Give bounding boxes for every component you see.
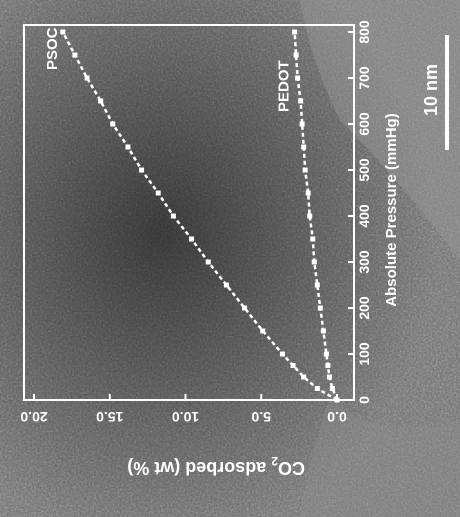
psoc-data-point (155, 190, 161, 196)
psoc-data-point (139, 167, 145, 173)
psoc-data-point (290, 363, 296, 368)
pedot-data-point (317, 305, 323, 311)
psoc-data-point (60, 29, 66, 35)
x-tick-label: 600 (356, 112, 372, 136)
pedot-data-point (310, 236, 316, 242)
psoc-data-point (189, 236, 195, 242)
labels-layer: 0 100 200 300 400 500 600 700 800 0.0 5.0 10.0 15.0 2… (20, 20, 372, 425)
pedot-series-label: PEDOT (276, 60, 293, 112)
pedot-data-point (326, 374, 332, 380)
pedot-data-point (320, 328, 326, 334)
scale-bar-label: 10 nm (421, 64, 441, 116)
y-tick-label: 20.0 (20, 409, 47, 425)
x-tick-label: 0 (356, 396, 372, 404)
psoc-series-label: PSOC (44, 27, 61, 70)
x-tick-label: 800 (356, 20, 372, 44)
pedot-data-point (292, 29, 298, 35)
x-tick-label: 400 (356, 204, 372, 228)
plot-frame (23, 24, 355, 401)
pedot-data-point (305, 190, 311, 196)
series-layer (60, 29, 340, 403)
psoc-data-point (72, 52, 78, 58)
micrograph-light-region-lower (300, 400, 460, 517)
pedot-data-point (299, 121, 305, 127)
pedot-data-point (307, 213, 313, 219)
y-axis-title: CO2 adsorbed (wt %) (127, 454, 305, 478)
psoc-data-point (301, 374, 307, 380)
x-tick-label: 300 (356, 250, 372, 274)
x-tick-label: 500 (356, 158, 372, 182)
psoc-data-point (98, 98, 104, 104)
pedot-data-point (298, 98, 304, 104)
psoc-data-point (205, 259, 211, 265)
pedot-data-point (295, 75, 301, 81)
psoc-data-point (84, 75, 90, 81)
pedot-data-point (314, 282, 320, 288)
x-tick-label: 200 (356, 296, 372, 320)
y-tick-label: 10.0 (172, 409, 199, 425)
pedot-data-point (301, 144, 307, 150)
psoc-data-point (170, 213, 176, 219)
pedot-data-point (329, 386, 335, 391)
pedot-data-point (293, 52, 299, 58)
x-tick-label: 100 (356, 342, 372, 366)
x-tick-label: 700 (356, 66, 372, 90)
psoc-data-point (110, 121, 116, 127)
pedot-data-point (302, 167, 308, 173)
psoc-data-point (260, 328, 266, 334)
y-tick-label: 15.0 (96, 409, 123, 425)
psoc-data-point (223, 282, 229, 288)
psoc-data-point (279, 351, 285, 357)
pedot-data-point (325, 363, 331, 368)
y-tick-label: 0.0 (327, 409, 347, 425)
psoc-data-point (125, 144, 131, 150)
pedot-data-point (311, 259, 317, 265)
pedot-data-point (334, 397, 340, 403)
x-axis-title: Absolute Pressure (mmHg) (383, 113, 400, 306)
y-tick-label: 5.0 (251, 409, 271, 425)
pedot-data-point (323, 351, 329, 357)
psoc-data-point (242, 305, 248, 311)
psoc-data-point (314, 386, 320, 391)
micrograph-light-region (300, 0, 460, 260)
